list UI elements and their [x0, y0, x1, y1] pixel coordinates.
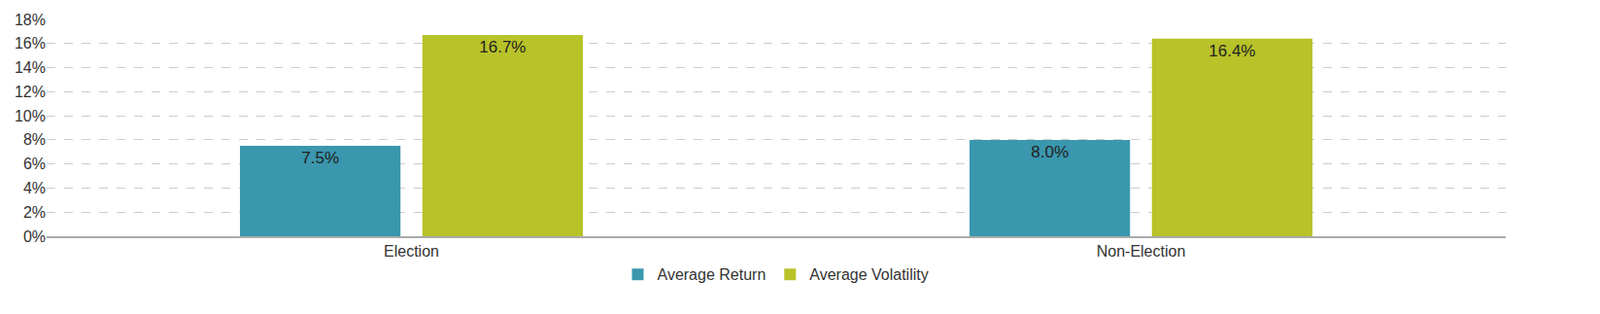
- svg-text:12%: 12%: [14, 83, 46, 101]
- svg-text:6%: 6%: [23, 155, 46, 172]
- svg-text:16.4%: 16.4%: [1208, 41, 1256, 61]
- svg-text:0%: 0%: [23, 228, 46, 245]
- svg-text:Non-Election: Non-Election: [1096, 242, 1187, 260]
- svg-text:Average Return: Average Return: [657, 266, 767, 283]
- svg-text:8.0%: 8.0%: [1030, 142, 1069, 162]
- svg-text:18%: 18%: [14, 11, 46, 29]
- svg-text:8%: 8%: [23, 131, 46, 148]
- svg-text:10%: 10%: [14, 107, 46, 125]
- svg-text:2%: 2%: [23, 204, 46, 221]
- svg-text:16.7%: 16.7%: [478, 37, 526, 57]
- svg-text:7.5%: 7.5%: [301, 148, 340, 168]
- svg-text:14%: 14%: [14, 59, 46, 76]
- svg-text:16%: 16%: [14, 34, 46, 52]
- svg-text:Average Volatility: Average Volatility: [809, 266, 928, 283]
- svg-text:4%: 4%: [23, 179, 46, 197]
- svg-text:Election: Election: [383, 242, 440, 260]
